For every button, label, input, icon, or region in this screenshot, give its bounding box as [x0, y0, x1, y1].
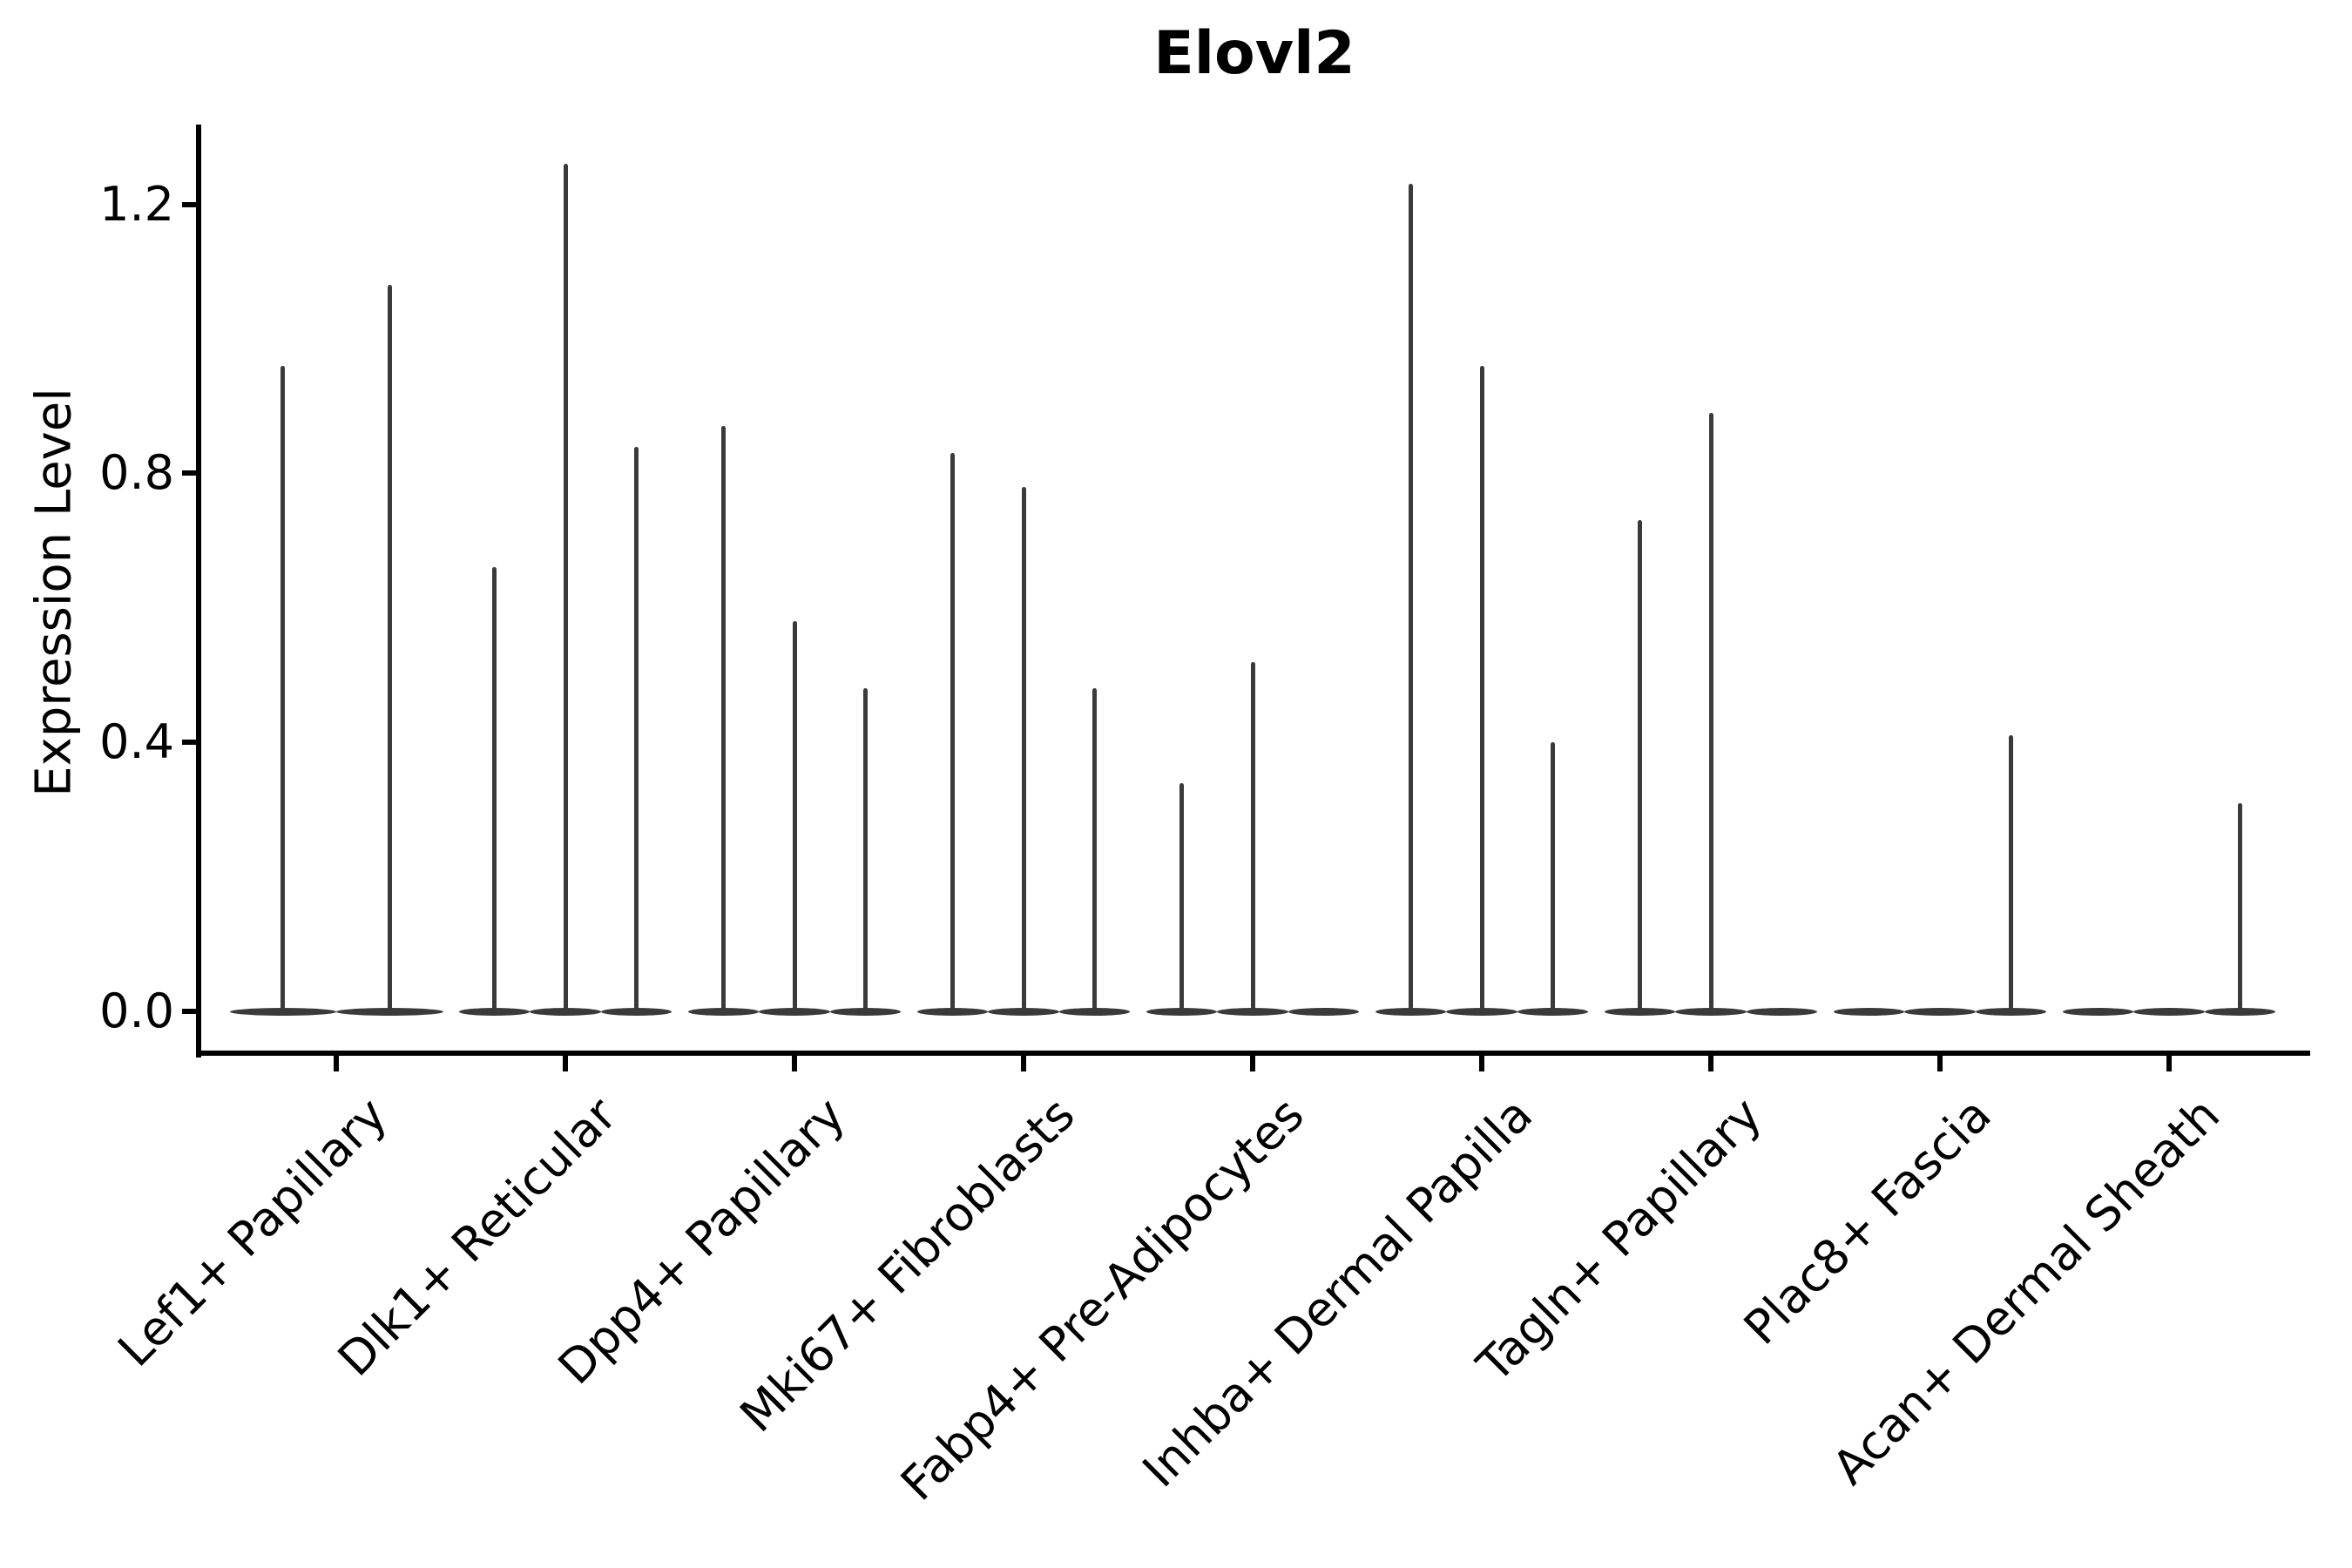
- violin-spike: [720, 426, 726, 1011]
- x-tick-label: Acan+ Dermal Sheath: [1821, 1086, 2231, 1496]
- violin-base: [336, 1007, 443, 1016]
- x-tick: [1937, 1056, 1943, 1071]
- violin-base: [829, 1007, 902, 1016]
- violin-spike: [1637, 520, 1642, 1011]
- y-tick-label: 0.8: [99, 445, 174, 501]
- x-axis-spine: [196, 1051, 2310, 1056]
- violin-spike: [1179, 782, 1184, 1011]
- x-tick-label: Fabp4+ Pre-Adipocytes: [889, 1086, 1315, 1511]
- violin-base: [229, 1007, 336, 1016]
- violin-base: [1746, 1007, 1818, 1016]
- x-tick: [792, 1056, 797, 1071]
- violin-base: [1058, 1007, 1131, 1016]
- violin-base: [1446, 1007, 1517, 1016]
- violin-spike: [1250, 661, 1255, 1011]
- violin-spike: [792, 621, 797, 1011]
- violin-base: [1146, 1007, 1218, 1016]
- x-tick: [1479, 1056, 1484, 1071]
- y-tick-label: 0.4: [99, 714, 174, 770]
- violin-base: [1517, 1007, 1589, 1016]
- violin-spike: [2238, 802, 2243, 1011]
- violin-base: [2133, 1007, 2205, 1016]
- violin-spike: [2009, 735, 2014, 1011]
- y-tick: [182, 201, 196, 207]
- violin-base: [2204, 1007, 2276, 1016]
- y-axis-spine: [196, 125, 201, 1058]
- violin-base: [916, 1007, 989, 1016]
- violin-spike: [387, 285, 392, 1011]
- x-tick: [1021, 1056, 1026, 1071]
- x-tick: [563, 1056, 568, 1071]
- violin-base: [988, 1007, 1059, 1016]
- violin-base: [1675, 1007, 1747, 1016]
- violin-spike: [1708, 412, 1713, 1011]
- violin-spike: [491, 567, 497, 1011]
- y-axis-label: Expression Level: [25, 388, 83, 797]
- violin-base: [1904, 1007, 1976, 1016]
- violin-spike: [1408, 184, 1413, 1011]
- y-tick-label: 1.2: [99, 176, 174, 232]
- x-tick: [1250, 1056, 1255, 1071]
- violin-spike: [1092, 688, 1098, 1011]
- violin-base: [1217, 1007, 1288, 1016]
- violin-base: [530, 1007, 601, 1016]
- violin-spike: [1479, 365, 1484, 1011]
- violin-spike: [563, 164, 568, 1011]
- violin-base: [1833, 1007, 1905, 1016]
- x-tick-label: Plac8+ Fascia: [1733, 1086, 2002, 1355]
- violin-base: [2062, 1007, 2134, 1016]
- y-tick: [182, 1009, 196, 1014]
- violin-spike: [280, 365, 286, 1011]
- violin-base: [687, 1007, 760, 1016]
- y-tick: [182, 470, 196, 476]
- violin-base: [759, 1007, 830, 1016]
- x-tick: [2166, 1056, 2172, 1071]
- violin-spike: [950, 453, 955, 1011]
- violin-base: [1288, 1007, 1360, 1016]
- x-tick: [1708, 1056, 1713, 1071]
- x-tick: [334, 1056, 339, 1071]
- y-tick-label: 0.0: [99, 983, 174, 1038]
- violin-base: [1975, 1007, 2047, 1016]
- violin-spike: [1021, 486, 1026, 1011]
- chart-title: Elovl2: [1153, 19, 1355, 88]
- violin-base: [1604, 1007, 1676, 1016]
- violin-base: [458, 1007, 531, 1016]
- violin-spike: [1551, 742, 1556, 1011]
- x-tick-label: Inhba+ Dermal Papilla: [1132, 1086, 1544, 1498]
- violin-spike: [863, 688, 868, 1011]
- violin-base: [600, 1007, 672, 1016]
- y-tick: [182, 740, 196, 746]
- violin-base: [1375, 1007, 1447, 1016]
- violin-spike: [634, 446, 639, 1011]
